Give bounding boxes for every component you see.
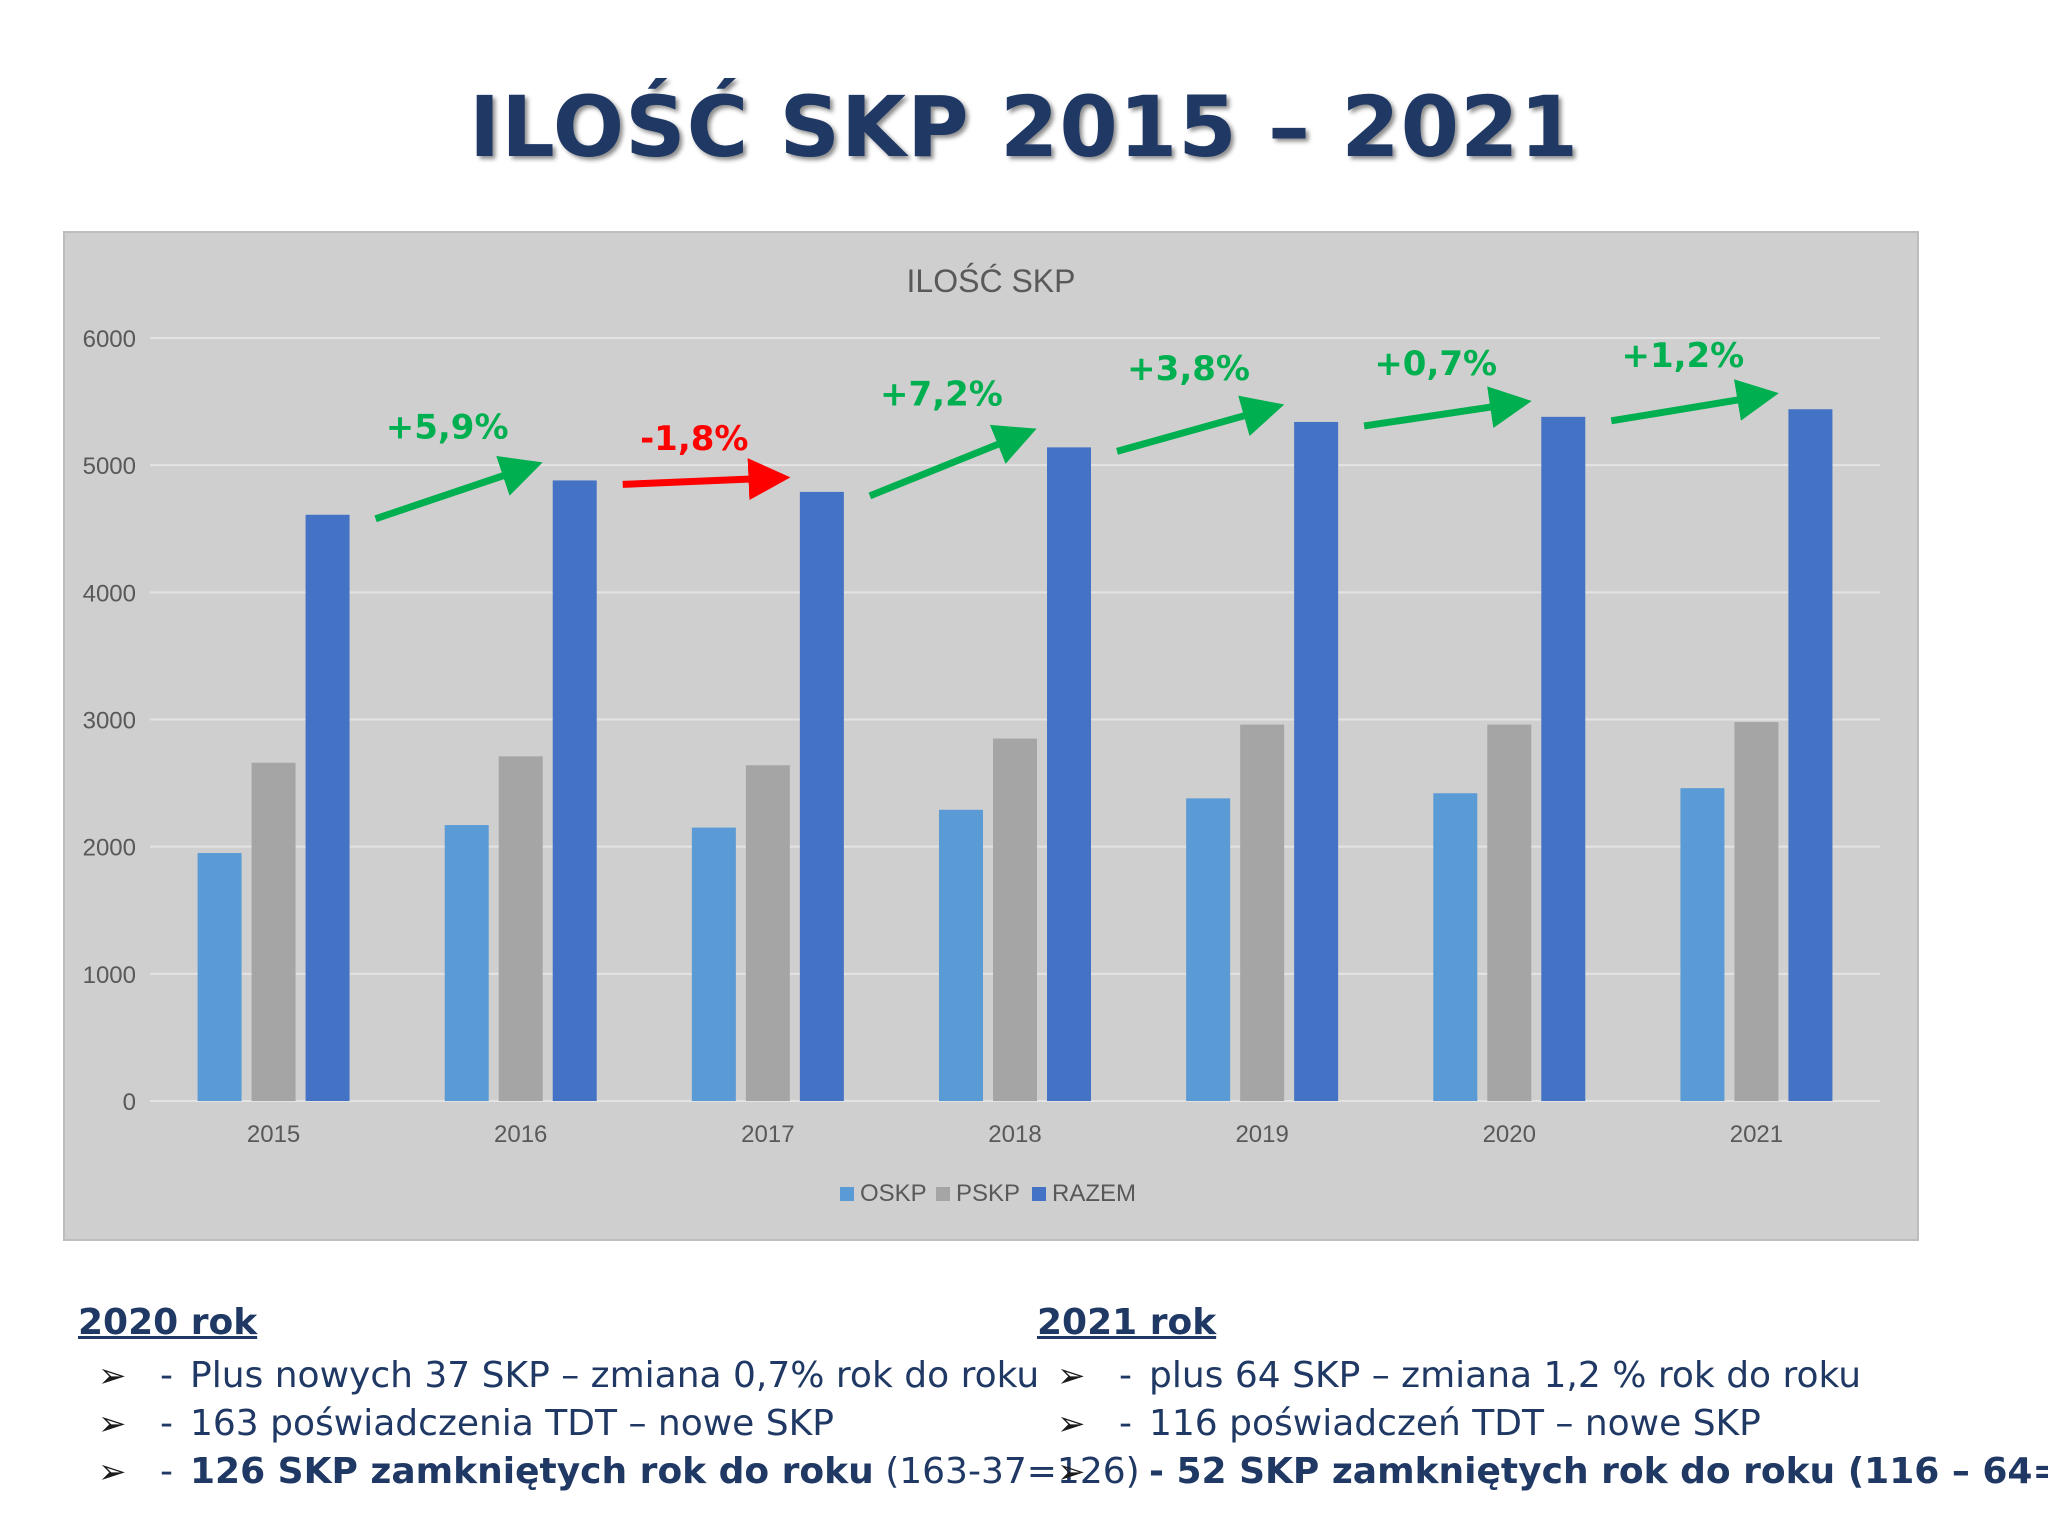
bar-pskp	[498, 756, 543, 1101]
y-tick-label: 0	[123, 1089, 136, 1116]
chart-title: ILOŚĆ SKP	[907, 263, 1076, 299]
x-tick-label: 2020	[1483, 1121, 1536, 1148]
y-tick-label: 5000	[83, 453, 136, 480]
bar-razem	[1541, 416, 1586, 1101]
notes-2020: 2020 rok ➢ - Plus nowych 37 SKP – zmiana…	[78, 1300, 1140, 1496]
change-arrow-icon	[868, 424, 1037, 500]
y-tick-label: 6000	[83, 326, 136, 353]
x-tick-label: 2018	[988, 1121, 1041, 1148]
note-dash: -	[1119, 1403, 1132, 1444]
note-line: ➢ - 163 poświadczenia TDT – nowe SKP	[78, 1400, 1140, 1448]
note-line: ➢ - Plus nowych 37 SKP – zmiana 0,7% rok…	[78, 1352, 1140, 1400]
legend-label: RAZEM	[1052, 1180, 1136, 1207]
note-line: ➢ - plus 64 SKP – zmiana 1,2 % rok do ro…	[1037, 1352, 2048, 1400]
bar-oskp	[939, 809, 983, 1101]
arrow-bullet-icon: ➢	[1057, 1404, 1086, 1444]
note-line: ➢ - 126 SKP zamkniętych rok do roku (163…	[78, 1448, 1140, 1496]
note-bold-text: 126 SKP zamkniętych rok do roku	[190, 1451, 874, 1492]
change-label: +5,9%	[386, 407, 509, 447]
bar-razem	[552, 480, 597, 1102]
y-tick-label: 2000	[83, 835, 136, 862]
x-tick-label: 2019	[1235, 1121, 1288, 1148]
chart-background	[63, 231, 1919, 1241]
bar-oskp	[444, 825, 489, 1101]
arrow-bullet-icon: ➢	[98, 1356, 127, 1396]
bar-oskp	[1433, 793, 1478, 1101]
page-title: ILOŚĆ SKP 2015 – 2021	[468, 78, 1580, 176]
legend-label: OSKP	[860, 1180, 927, 1207]
bar-razem	[1294, 421, 1339, 1101]
note-dash: -	[160, 1403, 173, 1444]
change-arrow-icon	[1363, 386, 1532, 430]
note-tail-text: (163-37=126)	[873, 1451, 1140, 1492]
change-arrow-icon	[622, 458, 791, 501]
note-text: plus 64 SKP – zmiana 1,2 % rok do roku	[1149, 1355, 1862, 1396]
bar-oskp	[197, 853, 242, 1101]
legend-label: PSKP	[956, 1180, 1020, 1207]
notes-2021-heading: 2021 rok	[1037, 1302, 1217, 1343]
y-tick-label: 4000	[83, 580, 136, 607]
notes-2020-heading: 2020 rok	[78, 1302, 258, 1343]
change-label: -1,8%	[640, 419, 748, 459]
note-line: ➢ - 52 SKP zamkniętych rok do roku (116 …	[1037, 1448, 2048, 1496]
change-label: +0,7%	[1374, 344, 1497, 384]
y-axis-ticks: 0 1000 2000 3000 4000 5000 6000	[83, 326, 136, 1116]
bar-pskp	[993, 738, 1037, 1101]
change-arrow-icon	[1610, 379, 1779, 425]
bar-razem	[799, 491, 844, 1101]
bar-pskp	[1487, 724, 1532, 1101]
x-axis-ticks: 2015 2016 2017 2018 2019 2020 2021	[247, 1121, 1783, 1148]
legend-swatch	[840, 1187, 854, 1201]
bar-oskp	[1680, 788, 1725, 1101]
note-bold-text: - 52 SKP zamkniętych rok do roku (116 – …	[1149, 1451, 2048, 1492]
notes-2021: 2021 rok ➢ - plus 64 SKP – zmiana 1,2 % …	[1037, 1300, 2048, 1496]
legend-swatch	[936, 1187, 950, 1201]
bar-chart: ILOŚĆ SKP 0 1000 2000 3000 4000 5000 6000 2015…	[63, 231, 1919, 1241]
bar-pskp	[1734, 722, 1779, 1101]
arrow-bullet-icon: ➢	[1057, 1452, 1086, 1492]
x-tick-label: 2015	[247, 1121, 300, 1148]
note-dash: -	[1119, 1355, 1132, 1396]
y-tick-label: 3000	[83, 708, 136, 735]
note-text: 163 poświadczenia TDT – nowe SKP	[190, 1403, 834, 1444]
x-tick-label: 2017	[741, 1121, 794, 1148]
x-tick-label: 2016	[494, 1121, 547, 1148]
arrow-bullet-icon: ➢	[98, 1452, 127, 1492]
note-dash: -	[160, 1451, 173, 1492]
change-label: +7,2%	[880, 374, 1003, 414]
bar-razem	[1047, 447, 1091, 1101]
bar-razem	[305, 514, 350, 1101]
bar-oskp	[1186, 798, 1231, 1101]
legend-swatch	[1032, 1187, 1046, 1201]
change-arrows: +5,9% -1,8% +7,2% +3,8% +0,7% +1,2%	[374, 336, 1779, 523]
bar-pskp	[251, 762, 296, 1101]
bar-pskp	[745, 765, 790, 1101]
change-arrow-icon	[374, 455, 543, 523]
note-line: ➢ - 116 poświadczeń TDT – nowe SKP	[1037, 1400, 2048, 1448]
change-label: +3,8%	[1127, 349, 1250, 389]
note-dash: -	[160, 1355, 173, 1396]
note-text: 116 poświadczeń TDT – nowe SKP	[1149, 1403, 1761, 1444]
change-label: +1,2%	[1621, 336, 1744, 376]
bar-oskp	[691, 827, 736, 1101]
change-arrow-icon	[1116, 395, 1285, 455]
arrow-bullet-icon: ➢	[1057, 1356, 1086, 1396]
arrow-bullet-icon: ➢	[98, 1404, 127, 1444]
bar-razem	[1788, 409, 1833, 1101]
bar-pskp	[1240, 724, 1285, 1101]
bars	[197, 409, 1833, 1102]
legend: OSKP PSKP RAZEM	[840, 1180, 1136, 1207]
x-tick-label: 2021	[1730, 1121, 1783, 1148]
y-tick-label: 1000	[83, 962, 136, 989]
note-text: Plus nowych 37 SKP – zmiana 0,7% rok do …	[190, 1355, 1040, 1396]
